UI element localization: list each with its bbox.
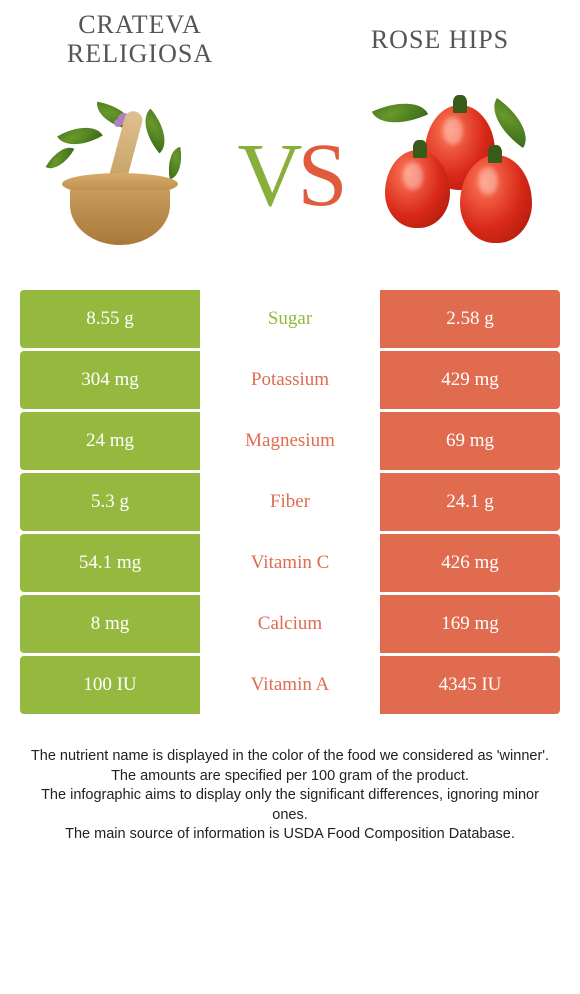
table-row: 5.3 gFiber24.1 g bbox=[20, 473, 560, 531]
right-food-title: Rose hips bbox=[340, 26, 540, 55]
nutrient-label: Vitamin C bbox=[200, 534, 380, 592]
right-value: 169 mg bbox=[380, 595, 560, 653]
nutrient-label: Magnesium bbox=[200, 412, 380, 470]
right-value: 426 mg bbox=[380, 534, 560, 592]
table-row: 8 mgCalcium169 mg bbox=[20, 595, 560, 653]
right-value: 24.1 g bbox=[380, 473, 560, 531]
footer-line: The infographic aims to display only the… bbox=[25, 786, 555, 825]
table-row: 24 mgMagnesium69 mg bbox=[20, 412, 560, 470]
table-row: 100 IUVitamin A4345 IU bbox=[20, 656, 560, 714]
header: Crateva religiosa Rose hips bbox=[0, 0, 580, 70]
footer-line: The main source of information is USDA F… bbox=[25, 825, 555, 845]
nutrient-label: Sugar bbox=[200, 290, 380, 348]
left-food-title: Crateva religiosa bbox=[40, 11, 240, 68]
table-row: 8.55 gSugar2.58 g bbox=[20, 290, 560, 348]
right-value: 69 mg bbox=[380, 412, 560, 470]
footer-line: The amounts are specified per 100 gram o… bbox=[25, 767, 555, 787]
left-value: 54.1 mg bbox=[20, 534, 200, 592]
nutrient-label: Potassium bbox=[200, 351, 380, 409]
nutrient-label: Fiber bbox=[200, 473, 380, 531]
left-value: 24 mg bbox=[20, 412, 200, 470]
right-value: 429 mg bbox=[380, 351, 560, 409]
right-value: 4345 IU bbox=[380, 656, 560, 714]
nutrient-label: Vitamin A bbox=[200, 656, 380, 714]
left-value: 304 mg bbox=[20, 351, 200, 409]
left-value: 5.3 g bbox=[20, 473, 200, 531]
footer-line: The nutrient name is displayed in the co… bbox=[25, 747, 555, 767]
comparison-table: 8.55 gSugar2.58 g304 mgPotassium429 mg24… bbox=[0, 290, 580, 714]
table-row: 54.1 mgVitamin C426 mg bbox=[20, 534, 560, 592]
left-value: 8 mg bbox=[20, 595, 200, 653]
hero-row: VS bbox=[0, 70, 580, 290]
right-value: 2.58 g bbox=[380, 290, 560, 348]
left-food-image bbox=[30, 90, 210, 260]
left-value: 100 IU bbox=[20, 656, 200, 714]
footer-notes: The nutrient name is displayed in the co… bbox=[0, 717, 580, 845]
vs-s: S bbox=[297, 126, 342, 225]
table-row: 304 mgPotassium429 mg bbox=[20, 351, 560, 409]
right-food-image bbox=[370, 90, 550, 260]
vs-v: V bbox=[237, 126, 297, 225]
vs-label: VS bbox=[237, 124, 342, 227]
nutrient-label: Calcium bbox=[200, 595, 380, 653]
left-value: 8.55 g bbox=[20, 290, 200, 348]
